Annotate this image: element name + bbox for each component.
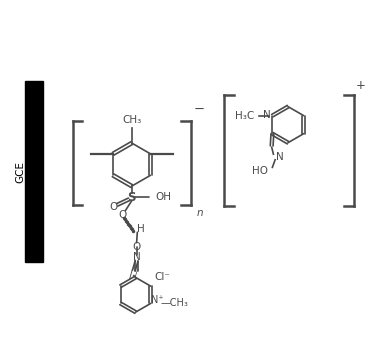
Bar xyxy=(25,81,43,262)
Text: S: S xyxy=(127,191,136,204)
Text: O: O xyxy=(110,202,118,212)
Text: N: N xyxy=(263,110,270,120)
Text: H₃C: H₃C xyxy=(235,111,254,121)
Text: H: H xyxy=(137,224,145,234)
Text: N: N xyxy=(133,252,140,262)
Text: N: N xyxy=(276,152,284,162)
Text: +: + xyxy=(356,79,366,92)
Text: /: / xyxy=(129,267,133,280)
Text: GCE: GCE xyxy=(16,161,25,183)
Text: /: / xyxy=(135,269,138,278)
Text: CH₃: CH₃ xyxy=(122,115,142,125)
Text: O: O xyxy=(119,210,127,220)
Text: −: − xyxy=(194,103,205,116)
Text: OH: OH xyxy=(155,192,171,202)
Text: N⁺: N⁺ xyxy=(151,295,163,305)
Text: —CH₃: —CH₃ xyxy=(161,298,189,308)
Text: O: O xyxy=(132,242,141,252)
Text: Cl⁻: Cl⁻ xyxy=(155,272,171,282)
Text: n: n xyxy=(197,208,203,218)
Text: HO: HO xyxy=(252,166,268,176)
